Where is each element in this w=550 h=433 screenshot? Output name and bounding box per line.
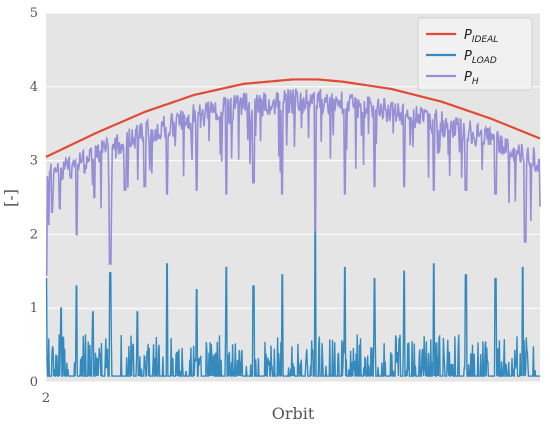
x-axis: 2 bbox=[42, 391, 50, 406]
series-layer bbox=[45, 78, 541, 377]
y-tick-label: 1 bbox=[30, 301, 38, 316]
y-axis: 0 1 2 3 4 5 bbox=[30, 6, 38, 390]
series-line-p-ideal bbox=[45, 78, 541, 158]
y-axis-label: [-] bbox=[1, 189, 20, 207]
x-axis-label: Orbit bbox=[272, 404, 315, 423]
y-tick-label: 2 bbox=[30, 227, 38, 242]
y-tick-label: 3 bbox=[30, 154, 38, 169]
x-tick-label: 2 bbox=[42, 391, 50, 406]
y-tick-label: 4 bbox=[30, 80, 38, 95]
y-tick-label: 0 bbox=[30, 375, 38, 390]
legend-box bbox=[417, 17, 533, 91]
y-tick-label: 5 bbox=[30, 6, 38, 21]
series-line-p-h bbox=[45, 88, 541, 276]
series-line-p-load bbox=[45, 226, 540, 377]
